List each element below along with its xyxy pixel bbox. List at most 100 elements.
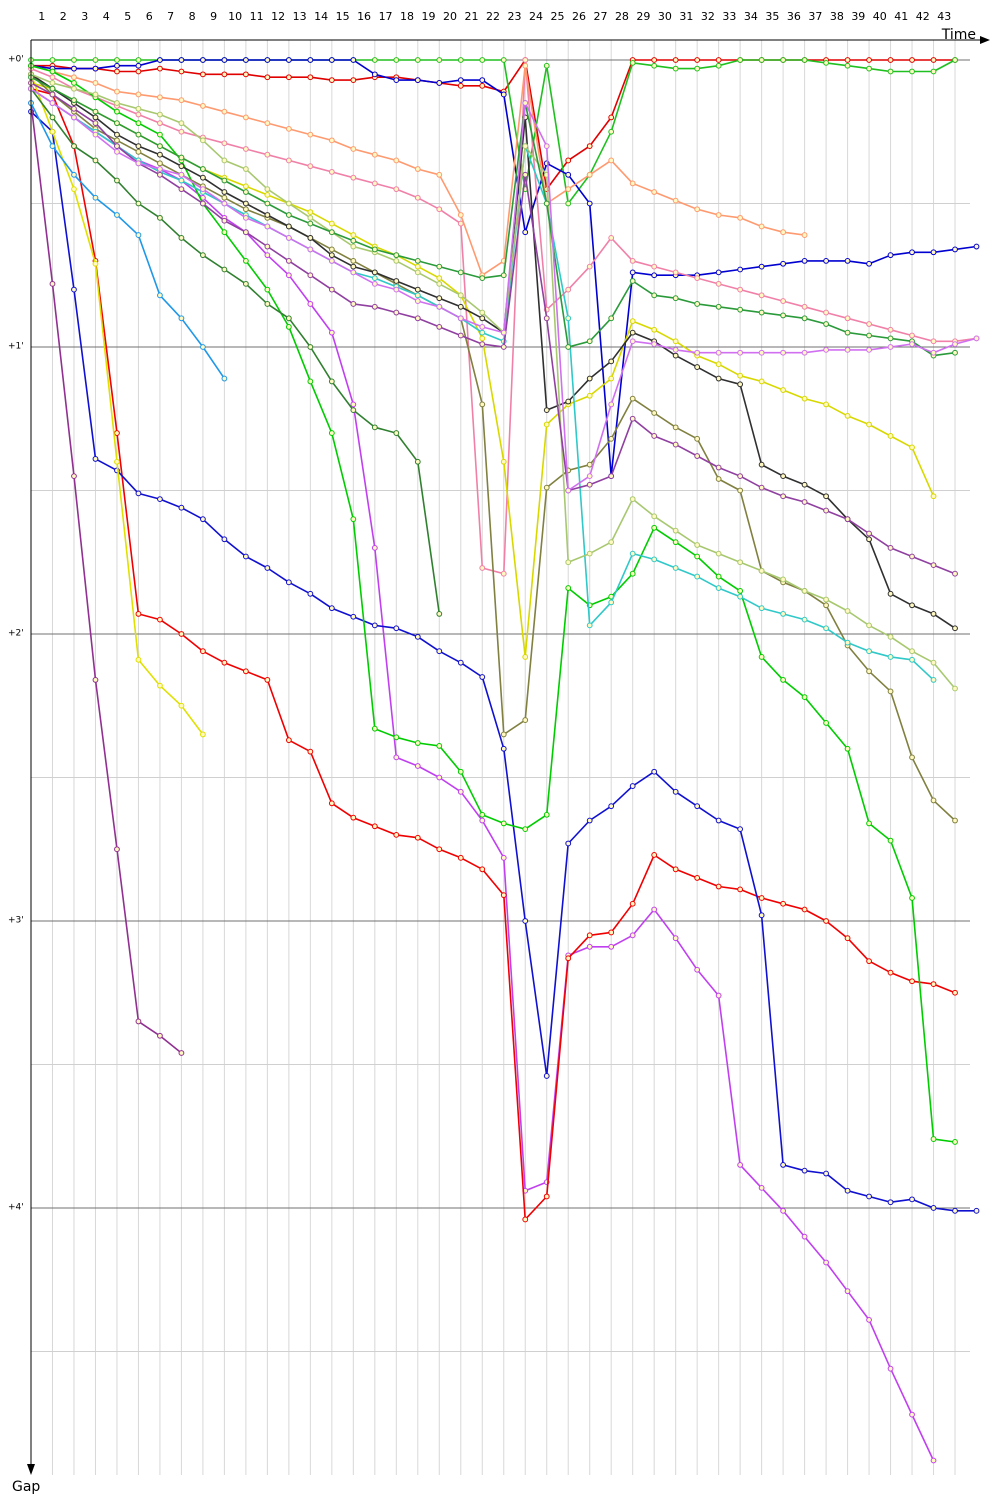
data-point	[71, 97, 77, 104]
data-point	[651, 433, 658, 439]
data-point	[715, 349, 722, 356]
data-point	[135, 610, 142, 617]
data-point	[92, 80, 99, 86]
data-point	[414, 458, 421, 465]
data-point	[178, 186, 185, 193]
data-point	[952, 817, 958, 824]
data-point	[414, 834, 421, 841]
data-point	[715, 992, 722, 999]
data-point	[350, 237, 357, 244]
series-line	[30, 76, 956, 357]
data-point	[565, 200, 572, 207]
data-point	[522, 717, 529, 723]
data-point	[952, 685, 958, 692]
x-tick-label: 22	[486, 10, 500, 23]
data-point	[651, 906, 658, 913]
x-tick-label: 16	[357, 10, 371, 23]
data-point	[200, 344, 206, 350]
data-point	[221, 177, 228, 184]
data-point	[157, 160, 163, 167]
data-point	[242, 71, 249, 78]
data-point	[844, 608, 851, 614]
data-point	[801, 694, 808, 701]
data-point	[758, 1184, 765, 1191]
data-point	[436, 648, 443, 655]
data-point	[436, 280, 443, 287]
data-point	[909, 332, 915, 339]
data-point	[49, 280, 56, 287]
data-point	[866, 820, 872, 827]
data-point	[242, 280, 249, 287]
x-tick-label: 34	[744, 10, 758, 23]
data-point	[715, 303, 722, 310]
data-point	[371, 424, 378, 431]
data-point	[307, 57, 314, 63]
data-point	[114, 108, 120, 115]
data-point	[780, 387, 787, 393]
data-point	[200, 137, 206, 144]
data-point	[264, 676, 271, 683]
data-point	[672, 269, 679, 276]
x-tick-label: 15	[336, 10, 350, 23]
data-point	[586, 943, 593, 950]
data-point	[758, 57, 765, 63]
data-point	[264, 243, 271, 250]
data-point	[823, 918, 829, 924]
data-point	[500, 329, 507, 336]
data-point	[694, 57, 701, 63]
data-point	[715, 212, 722, 218]
data-point	[543, 484, 550, 491]
data-point	[909, 68, 915, 75]
data-point	[307, 748, 314, 755]
data-point	[715, 817, 722, 824]
x-tick-label: 11	[250, 10, 264, 23]
data-point	[221, 229, 228, 236]
data-point	[801, 481, 808, 488]
data-point	[801, 616, 808, 623]
data-point	[178, 631, 185, 637]
data-point	[414, 740, 421, 746]
data-point	[371, 544, 378, 551]
data-point	[887, 590, 894, 597]
data-point	[952, 341, 958, 348]
x-tick-label: 35	[765, 10, 779, 23]
data-point	[350, 77, 357, 83]
data-point	[629, 257, 636, 264]
data-point	[715, 280, 722, 287]
data-point	[651, 524, 658, 531]
data-point	[285, 579, 292, 586]
data-point	[543, 1193, 550, 1200]
data-point	[200, 71, 206, 78]
data-point	[49, 100, 56, 106]
data-point	[758, 349, 765, 356]
data-point	[823, 59, 829, 66]
data-point	[973, 243, 980, 250]
data-point	[307, 344, 314, 350]
data-point	[715, 550, 722, 557]
data-point	[715, 269, 722, 276]
data-point	[608, 358, 615, 365]
data-point	[264, 223, 271, 230]
data-point	[629, 278, 636, 284]
data-point	[49, 143, 56, 149]
x-tick-label: 40	[873, 10, 887, 23]
series-lines	[28, 57, 980, 1464]
data-point	[952, 989, 958, 996]
data-point	[780, 229, 787, 236]
y-tick-label: +2'	[8, 628, 24, 638]
data-point	[801, 349, 808, 356]
data-point	[285, 157, 292, 164]
data-point	[371, 71, 378, 78]
data-point	[264, 191, 271, 198]
data-point	[92, 120, 99, 127]
data-point	[200, 731, 206, 738]
data-point	[866, 1193, 872, 1200]
data-point	[92, 194, 99, 201]
data-point	[543, 407, 550, 414]
data-point	[479, 335, 486, 342]
data-point	[457, 768, 464, 775]
data-point	[866, 65, 872, 72]
data-point	[393, 309, 400, 316]
data-point	[500, 57, 507, 63]
data-point	[71, 105, 77, 112]
